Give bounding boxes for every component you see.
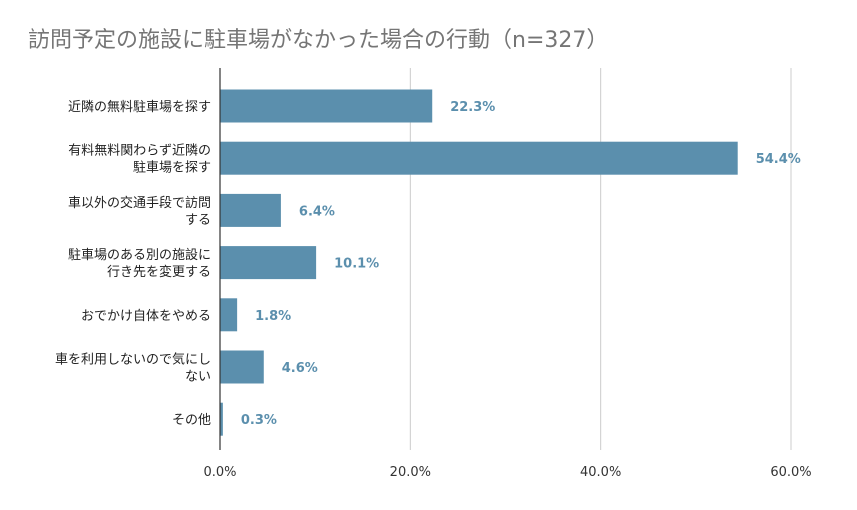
category-label: 近隣の無料駐車場を探す bbox=[68, 99, 211, 115]
category-label: ない bbox=[185, 370, 211, 385]
bar bbox=[220, 402, 223, 436]
x-tick-label: 0.0% bbox=[203, 465, 236, 480]
data-label: 22.3% bbox=[450, 100, 495, 115]
bar bbox=[220, 350, 264, 384]
category-label: 駐車場のある別の施設に bbox=[68, 247, 211, 263]
category-label: 駐車場を探す bbox=[133, 161, 211, 176]
labels: 0.0% 20.0% 40.0% 60.0% 22.3% 近隣の無料駐車場を探す 54.4%… bbox=[55, 99, 812, 480]
category-label: 行き先を変更する bbox=[107, 264, 211, 280]
category-label: その他 bbox=[172, 413, 211, 428]
x-tick-label: 40.0% bbox=[580, 465, 621, 480]
bar bbox=[220, 193, 281, 227]
bar bbox=[220, 141, 738, 175]
data-label: 4.6% bbox=[282, 361, 318, 376]
category-label: おでかけ自体をやめる bbox=[81, 309, 211, 324]
category-label: 有料無料関わらず近隣の bbox=[68, 143, 211, 159]
bars bbox=[220, 89, 738, 436]
data-label: 1.8% bbox=[255, 309, 291, 324]
category-label: 車以外の交通手段で訪問 bbox=[68, 195, 211, 211]
chart-title: 訪問予定の施設に駐車場がなかった場合の行動（n=327） bbox=[28, 28, 609, 53]
bar bbox=[220, 298, 238, 332]
x-tick-label: 20.0% bbox=[390, 465, 431, 480]
data-label: 6.4% bbox=[299, 204, 335, 219]
x-tick-label: 60.0% bbox=[770, 465, 811, 480]
data-label: 54.4% bbox=[756, 152, 801, 167]
data-label: 0.3% bbox=[241, 413, 277, 428]
bar bbox=[220, 89, 433, 123]
category-label: 車を利用しないので気にし bbox=[55, 352, 211, 368]
bar bbox=[220, 246, 317, 280]
data-label: 10.1% bbox=[334, 257, 379, 272]
grid-lines bbox=[409, 68, 792, 450]
category-label: する bbox=[185, 213, 211, 228]
